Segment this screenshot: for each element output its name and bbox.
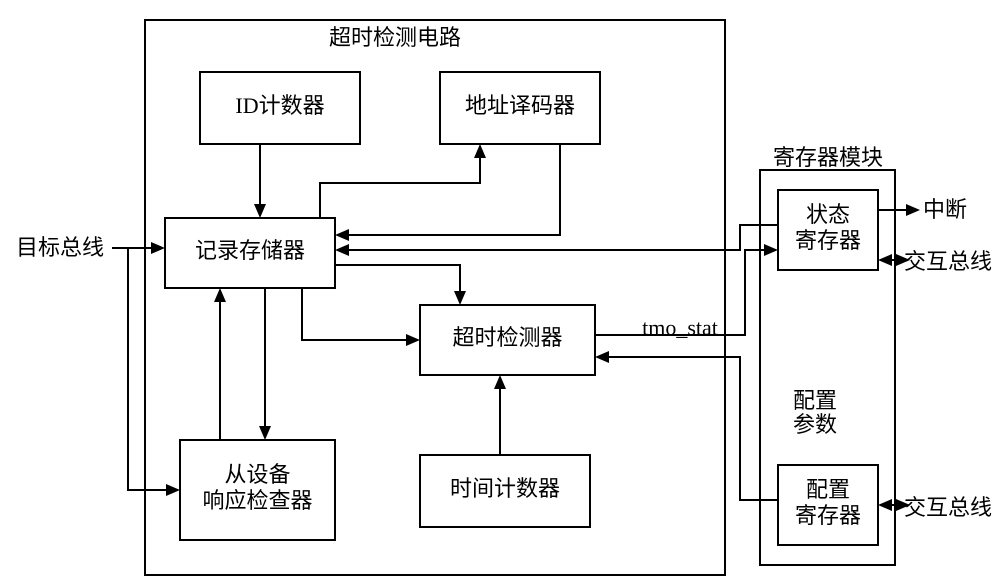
node-label-timeout_detector-0: 超时检测器 xyxy=(452,325,562,350)
ext-label-interact_bus1: 交互总线 xyxy=(904,249,992,274)
node-label-addr_decoder-0: 地址译码器 xyxy=(465,93,575,118)
edge-target-bus-to-slave xyxy=(128,248,168,490)
node-label-config_reg-1: 寄存器 xyxy=(795,503,861,528)
edge-mem-to-detector2 xyxy=(302,288,408,340)
container-title-register_module: 寄存器模块 xyxy=(773,145,883,170)
node-label-slave_resp-1: 响应检查器 xyxy=(202,488,312,513)
edge-configreg-to-detector xyxy=(607,357,778,500)
edge-statusreg-to-mem xyxy=(347,225,778,250)
ext-label-config_param-1: 参数 xyxy=(793,412,837,437)
ext-label-config_param-0: 配置 xyxy=(793,388,837,413)
node-label-status_reg-1: 寄存器 xyxy=(795,228,861,253)
node-label-config_reg-0: 配置 xyxy=(806,477,850,502)
node-label-id_counter-0: ID计数器 xyxy=(235,93,324,118)
node-label-time_counter-0: 时间计数器 xyxy=(450,476,560,501)
node-label-slave_resp-0: 从设备 xyxy=(224,462,290,487)
node-label-status_reg-0: 状态 xyxy=(806,202,850,227)
edge-mem-to-addr xyxy=(320,156,480,218)
edge-addr-to-mem xyxy=(347,144,560,235)
node-label-record_mem-0: 记录存储器 xyxy=(195,238,305,263)
ext-label-target_bus: 目标总线 xyxy=(16,235,104,260)
ext-label-tmo_stat: tmo_stat xyxy=(642,315,718,340)
container-title-timeout_circuit: 超时检测电路 xyxy=(329,25,461,50)
ext-label-interrupt: 中断 xyxy=(923,197,967,222)
ext-label-interact_bus2: 交互总线 xyxy=(904,495,992,520)
edge-mem-to-detector1 xyxy=(335,265,460,293)
